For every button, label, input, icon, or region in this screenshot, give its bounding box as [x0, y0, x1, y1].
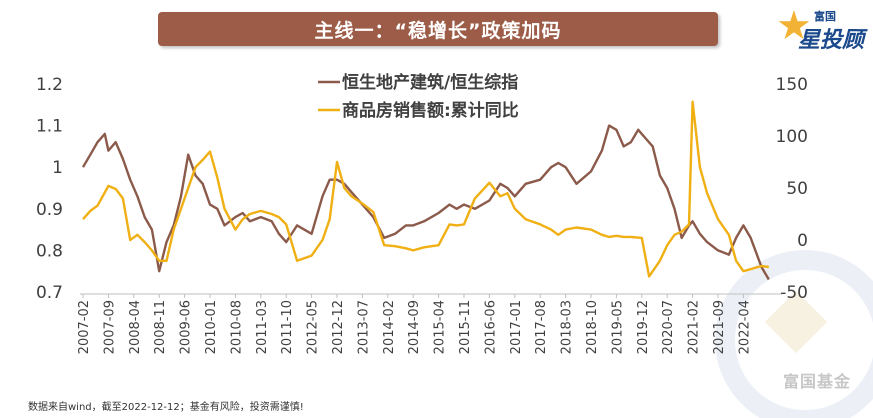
watermark-emblem: [715, 250, 873, 418]
brand-logo: ★ 富国 星投顾: [776, 3, 868, 53]
x-tick-label: 2010-08: [229, 300, 244, 354]
x-tick-label: 2011-03: [255, 300, 270, 354]
x-tick-label: 2020-07: [661, 300, 676, 354]
x-tick-label: 2007-02: [77, 300, 92, 354]
x-tick-label: 2021-02: [687, 300, 702, 354]
series-line-hs-property-ratio: [81, 124, 770, 281]
right-y-tick-label: 50: [786, 179, 808, 199]
x-tick-label: 2007-09: [102, 300, 117, 354]
right-y-tick-label: -50: [780, 283, 808, 303]
x-tick-label: 2016-06: [483, 300, 498, 354]
left-y-tick-label: 1.2: [36, 75, 63, 95]
x-tick-label: 2015-04: [433, 300, 448, 354]
series-line-sales-yoy: [82, 100, 769, 278]
x-tick-label: 2012-12: [331, 300, 346, 354]
left-y-tick-label: 0.8: [36, 241, 63, 261]
chart-title-banner: 主线一：“稳增长”政策加码: [158, 12, 718, 46]
x-tick-label: 2014-09: [407, 300, 422, 354]
x-tick-label: 2010-01: [204, 300, 219, 354]
left-y-tick-label: 0.7: [36, 283, 63, 303]
legend-label: 商品房销售额:累计同比: [342, 100, 519, 121]
left-y-tick-label: 1.1: [36, 117, 63, 137]
right-y-tick-label: 100: [776, 127, 808, 147]
x-tick-label: 2013-07: [356, 300, 371, 354]
x-tick-label: 2008-11: [153, 300, 168, 354]
legend-label: 恒生地产建筑/恒生综指: [342, 72, 518, 93]
x-tick-label: 2014-02: [382, 300, 397, 354]
x-tick-label: 2009-06: [179, 300, 194, 354]
footnote: 数据来自wind，截至2022-12-12；基金有风险，投资需谨慎!: [28, 402, 304, 413]
star-icon: ★: [776, 3, 812, 49]
x-tick-label: 2018-10: [585, 300, 600, 354]
right-y-tick-label: 0: [797, 231, 808, 251]
x-tick-label: 2019-12: [636, 300, 651, 354]
x-tick-label: 2008-04: [128, 300, 143, 354]
x-tick-label: 2019-05: [610, 300, 625, 354]
right-y-tick-label: 150: [776, 75, 808, 95]
left-y-tick-label: 0.9: [36, 200, 63, 220]
x-tick-label: 2017-01: [509, 300, 524, 354]
x-tick-label: 2012-05: [306, 300, 321, 354]
x-tick-label: 2017-08: [534, 300, 549, 354]
left-y-tick-label: 1: [52, 158, 63, 178]
logo-main-text: 星投顾: [798, 28, 865, 53]
watermark-text: 富国基金: [783, 372, 852, 391]
x-tick-label: 2015-11: [458, 300, 473, 354]
x-tick-label: 2011-10: [280, 300, 295, 354]
logo-top-text: 富国: [814, 10, 836, 23]
x-tick-label: 2018-03: [560, 300, 575, 354]
chart-title: 主线一：“稳增长”政策加码: [314, 19, 562, 42]
x-tick-label: 2022-04: [737, 300, 752, 354]
x-tick-label: 2021-09: [712, 300, 727, 354]
